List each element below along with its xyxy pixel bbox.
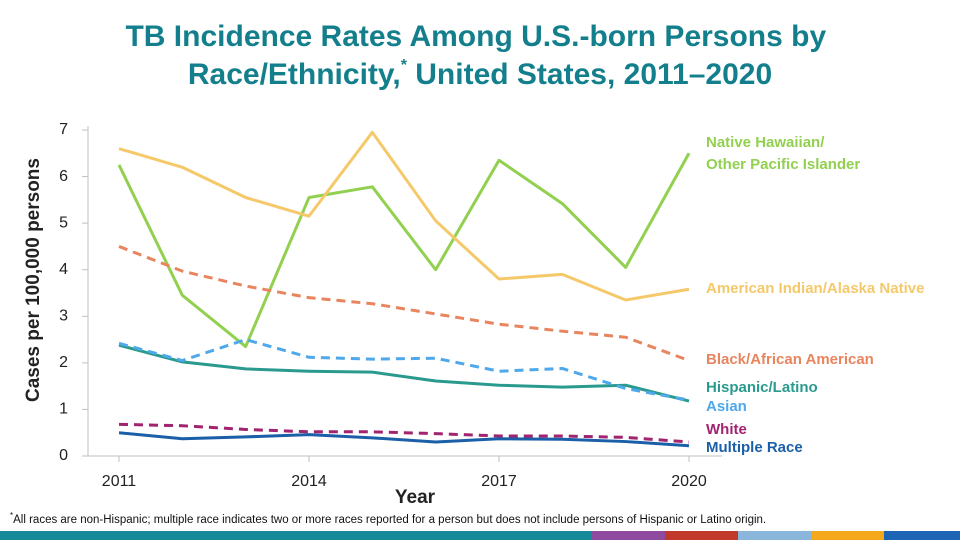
y-tick-label: 7 (59, 121, 68, 138)
series-line (118, 130, 690, 302)
y-tick-label: 1 (59, 401, 68, 418)
x-tick-label: 2020 (671, 473, 707, 490)
y-tick-label: 3 (59, 308, 68, 325)
series-line (118, 431, 690, 448)
y-tick-label: 0 (59, 447, 68, 464)
x-axis-label: Year (395, 487, 436, 508)
footnote: *All races are non-Hispanic; multiple ra… (10, 511, 766, 526)
series-line (118, 338, 690, 402)
chart-title: TB Incidence Rates Among U.S.-born Perso… (125, 20, 834, 91)
y-axis-label: Cases per 100,000 persons (23, 158, 44, 402)
x-tick-label: 2011 (102, 473, 137, 490)
y-tick-label: 5 (59, 214, 68, 231)
y-tick-label: 2 (59, 354, 68, 371)
y-tick-label: 6 (59, 168, 68, 185)
series-label: Asian (706, 398, 747, 415)
x-tick-label: 2017 (481, 473, 517, 490)
series-label: Hispanic/Latino (706, 379, 818, 396)
footer-band (0, 531, 592, 540)
footer-band (884, 531, 960, 540)
series-line (118, 343, 690, 403)
x-tick-label: 2014 (291, 473, 327, 490)
series-line (117, 152, 691, 349)
series-label: Native Hawaiian/Other Pacific Islander (706, 134, 860, 173)
footer-band (665, 531, 738, 540)
footer-band (738, 531, 811, 540)
y-tick-label: 4 (59, 261, 68, 278)
series-label: Multiple Race (706, 439, 803, 456)
series-line (118, 422, 690, 444)
series-label: American Indian/Alaska Native (706, 280, 924, 297)
series-label: Black/African American (706, 351, 874, 368)
series-label: White (706, 421, 747, 438)
series-line (118, 245, 690, 362)
footer-band (592, 531, 665, 540)
footer-band (811, 531, 884, 540)
